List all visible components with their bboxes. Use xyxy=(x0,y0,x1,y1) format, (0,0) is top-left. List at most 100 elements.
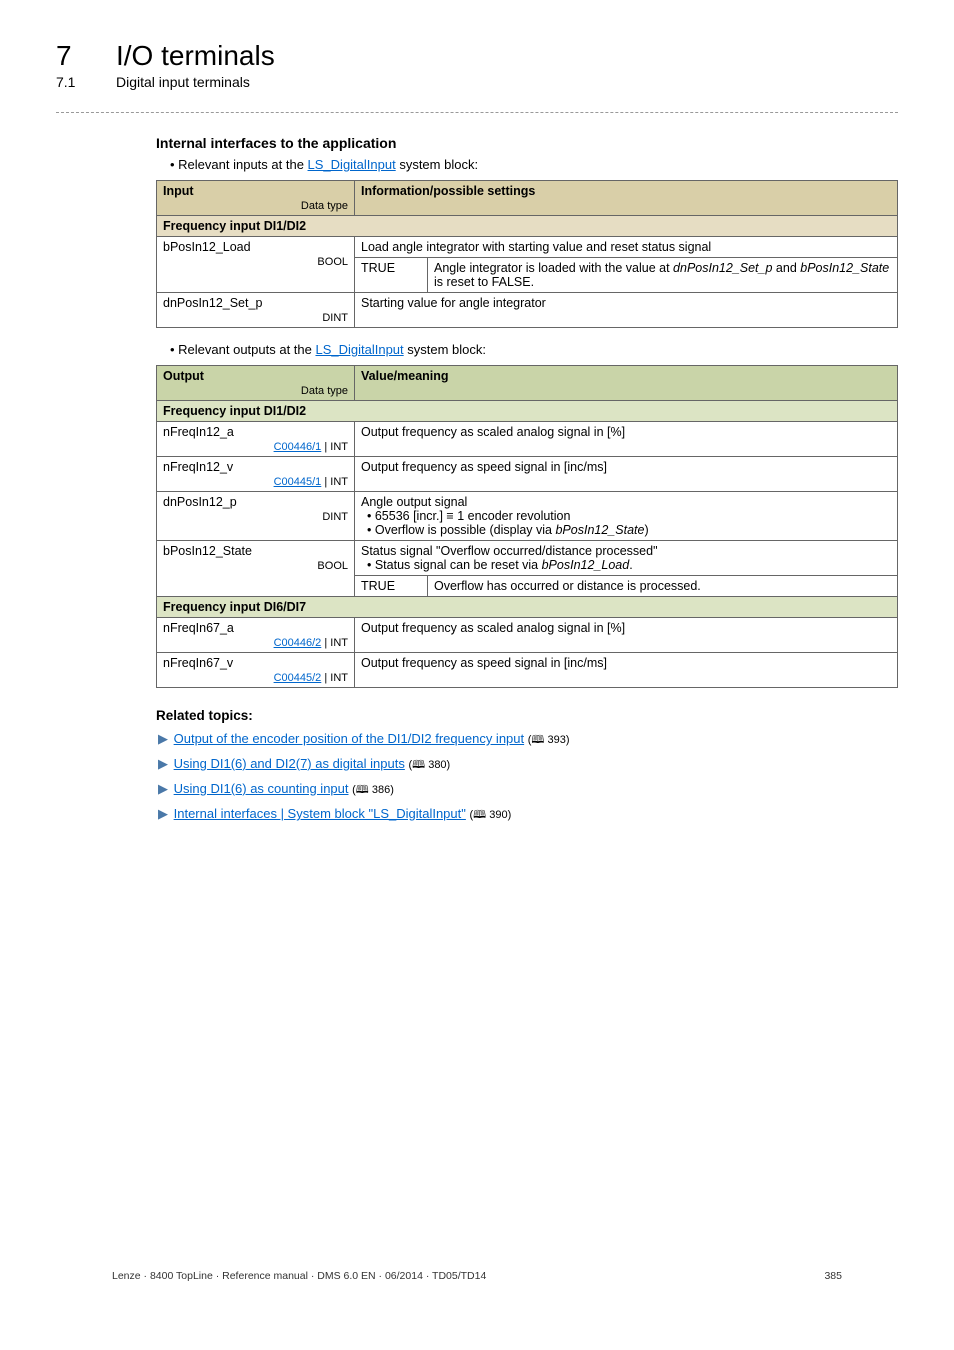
code-link[interactable]: C00446/2 xyxy=(274,637,322,649)
page-ref: 380) xyxy=(425,759,450,771)
text: . xyxy=(629,558,632,572)
topic-link[interactable]: Using DI1(6) as counting input xyxy=(174,781,349,796)
text: Data type xyxy=(163,200,348,212)
text: DINT xyxy=(163,511,348,523)
code-link[interactable]: C00445/2 xyxy=(274,672,322,684)
true-description: Overflow has occurred or distance is pro… xyxy=(428,576,898,597)
text: is reset to FALSE. xyxy=(434,275,534,289)
internal-interfaces-heading: Internal interfaces to the application xyxy=(156,135,898,151)
topic-item: ▶ Using DI1(6) and DI2(7) as digital inp… xyxy=(158,756,898,775)
topic-link[interactable]: Internal interfaces | System block "LS_D… xyxy=(174,806,466,821)
output-table: Output Data type Value/meaning Frequency… xyxy=(156,365,898,688)
output-row-name: bPosIn12_State BOOL xyxy=(157,541,355,597)
page-number: 385 xyxy=(824,1270,842,1282)
input-header-left: Input Data type xyxy=(157,181,355,216)
output-row-name: dnPosIn12_p DINT xyxy=(157,492,355,541)
text: | INT xyxy=(324,672,348,684)
footer-left: Lenze · 8400 TopLine · Reference manual … xyxy=(112,1270,486,1282)
text-italic: bPosIn12_State xyxy=(800,261,889,275)
triangle-icon: ▶ xyxy=(158,781,170,797)
text: DINT xyxy=(163,312,348,324)
text: | INT xyxy=(324,441,348,453)
book-icon: 🕮 xyxy=(356,784,369,796)
true-description: Angle integrator is loaded with the valu… xyxy=(428,258,898,293)
outputs-intro: Relevant outputs at the LS_DigitalInput … xyxy=(170,342,898,357)
output-row-info: Angle output signal • 65536 [incr.] ≡ 1 … xyxy=(355,492,898,541)
topic-link[interactable]: Using DI1(6) and DI2(7) as digital input… xyxy=(174,756,405,771)
book-icon: 🕮 xyxy=(412,759,425,771)
text: nFreqIn67_v xyxy=(163,656,348,670)
output-subheader: Frequency input DI1/DI2 xyxy=(157,401,898,422)
text: dnPosIn12_Set_p xyxy=(163,296,348,310)
text: • 65536 [incr.] ≡ 1 encoder revolution xyxy=(367,509,570,523)
text: bPosIn12_State xyxy=(163,544,348,558)
text: nFreqIn12_a xyxy=(163,425,348,439)
text: Relevant inputs at the xyxy=(178,157,307,172)
text: Input xyxy=(163,184,194,198)
true-label: TRUE xyxy=(355,576,428,597)
output-row-name: nFreqIn67_a C00446/2 | INT xyxy=(157,618,355,653)
output-row-info: Output frequency as speed signal in [inc… xyxy=(355,457,898,492)
topic-item: ▶ Internal interfaces | System block "LS… xyxy=(158,806,898,825)
output-row-info: Output frequency as scaled analog signal… xyxy=(355,422,898,457)
topic-item: ▶ Output of the encoder position of the … xyxy=(158,731,898,750)
true-label: TRUE xyxy=(355,258,428,293)
input-row-info: Starting value for angle integrator xyxy=(355,293,898,328)
text: Data type xyxy=(163,385,348,397)
ls-digitalinput-link[interactable]: LS_DigitalInput xyxy=(315,342,403,357)
text: BOOL xyxy=(163,256,348,268)
output-header-left: Output Data type xyxy=(157,366,355,401)
input-header-right: Information/possible settings xyxy=(355,181,898,216)
text: | INT xyxy=(324,637,348,649)
text: Output xyxy=(163,369,204,383)
text: BOOL xyxy=(163,560,348,572)
text: and xyxy=(772,261,800,275)
text: dnPosIn12_p xyxy=(163,495,348,509)
output-header-right: Value/meaning xyxy=(355,366,898,401)
ls-digitalinput-link[interactable]: LS_DigitalInput xyxy=(308,157,396,172)
output-row-info: Output frequency as speed signal in [inc… xyxy=(355,653,898,688)
output-row-info: Output frequency as scaled analog signal… xyxy=(355,618,898,653)
triangle-icon: ▶ xyxy=(158,731,170,747)
inputs-intro: Relevant inputs at the LS_DigitalInput s… xyxy=(170,157,898,172)
text-italic: dnPosIn12_Set_p xyxy=(673,261,772,275)
input-row-info: Load angle integrator with starting valu… xyxy=(355,237,898,258)
topic-item: ▶ Using DI1(6) as counting input (🕮 386) xyxy=(158,781,898,800)
divider xyxy=(56,112,898,113)
book-icon: 🕮 xyxy=(531,734,544,746)
page-ref: 390) xyxy=(486,809,511,821)
book-icon: 🕮 xyxy=(473,809,486,821)
page-ref: 386) xyxy=(369,784,394,796)
text: ) xyxy=(644,523,648,537)
input-row-name: dnPosIn12_Set_p DINT xyxy=(157,293,355,328)
chapter-title: I/O terminals xyxy=(116,40,275,72)
text: nFreqIn12_v xyxy=(163,460,348,474)
text: system block: xyxy=(404,342,486,357)
text-italic: bPosIn12_State xyxy=(555,523,644,537)
output-row-name: nFreqIn67_v C00445/2 | INT xyxy=(157,653,355,688)
text: Relevant outputs at the xyxy=(178,342,315,357)
section-title: Digital input terminals xyxy=(116,74,250,90)
text: system block: xyxy=(396,157,478,172)
triangle-icon: ▶ xyxy=(158,806,170,822)
text: nFreqIn67_a xyxy=(163,621,348,635)
text: Angle output signal xyxy=(361,495,467,509)
output-row-name: nFreqIn12_a C00446/1 | INT xyxy=(157,422,355,457)
chapter-number: 7 xyxy=(56,40,116,72)
input-row-name: bPosIn12_Load BOOL xyxy=(157,237,355,293)
text: bPosIn12_Load xyxy=(163,240,348,254)
input-subheader: Frequency input DI1/DI2 xyxy=(157,216,898,237)
code-link[interactable]: C00445/1 xyxy=(274,476,322,488)
output-row-info: Status signal "Overflow occurred/distanc… xyxy=(355,541,898,576)
text: • Overflow is possible (display via xyxy=(367,523,555,537)
section-number: 7.1 xyxy=(56,74,116,90)
triangle-icon: ▶ xyxy=(158,756,170,772)
output-row-name: nFreqIn12_v C00445/1 | INT xyxy=(157,457,355,492)
code-link[interactable]: C00446/1 xyxy=(274,441,322,453)
text: | INT xyxy=(324,476,348,488)
page-ref: 393) xyxy=(544,734,569,746)
output-subheader: Frequency input DI6/DI7 xyxy=(157,597,898,618)
related-topics-heading: Related topics: xyxy=(156,708,898,723)
topic-link[interactable]: Output of the encoder position of the DI… xyxy=(174,731,525,746)
text-italic: bPosIn12_Load xyxy=(542,558,630,572)
